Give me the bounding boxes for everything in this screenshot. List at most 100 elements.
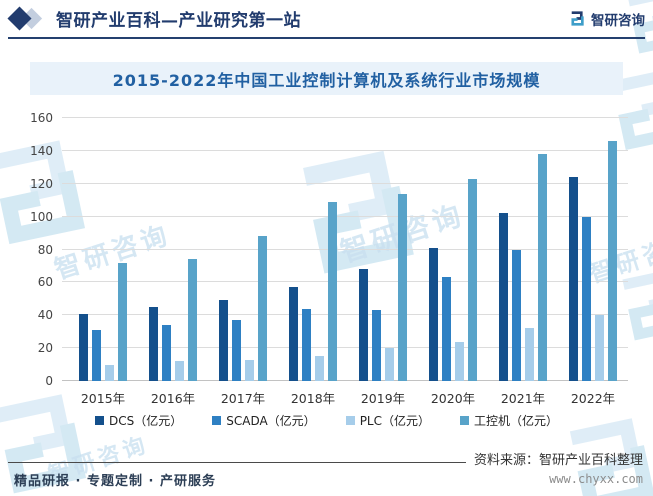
chart-title: 2015-2022年中国工业控制计算机及系统行业市场规模 xyxy=(30,62,623,95)
bar-group-2020年: 2020年 xyxy=(418,118,488,406)
x-axis-label-2015年: 2015年 xyxy=(80,391,126,406)
bar-PLC（亿元）-2021年 xyxy=(525,328,534,381)
bar-SCADA（亿元）-2017年 xyxy=(232,320,241,381)
legend-label: PLC（亿元） xyxy=(359,414,430,428)
chart-legend: DCS（亿元） SCADA（亿元） PLC（亿元） 工控机（亿元） xyxy=(0,412,653,429)
legend-item-PLC（亿元）: PLC（亿元） xyxy=(345,412,430,429)
x-axis-label-2017年: 2017年 xyxy=(220,391,266,406)
legend-label: 工控机（亿元） xyxy=(474,414,559,428)
bars xyxy=(499,118,547,381)
bars xyxy=(569,118,617,381)
bar-工控机（亿元）-2022年 xyxy=(608,141,617,381)
bar-工控机（亿元）-2020年 xyxy=(468,178,477,381)
bar-group-2021年: 2021年 xyxy=(488,118,558,406)
gridline-y-40 xyxy=(62,314,628,316)
bars xyxy=(289,118,337,381)
bar-工控机（亿元）-2019年 xyxy=(398,193,407,381)
bar-DCS（亿元）-2015年 xyxy=(79,313,88,381)
bar-SCADA（亿元）-2018年 xyxy=(302,308,311,381)
bar-SCADA（亿元）-2020年 xyxy=(442,277,451,381)
bar-SCADA（亿元）-2016年 xyxy=(162,325,171,381)
bar-SCADA（亿元）-2015年 xyxy=(92,330,101,381)
bar-PLC（亿元）-2017年 xyxy=(245,359,254,381)
x-axis-label-2016年: 2016年 xyxy=(150,391,196,406)
legend-label: DCS（亿元） xyxy=(108,414,183,428)
gridline-y-160 xyxy=(62,117,628,118)
legend-label: SCADA（亿元） xyxy=(226,414,316,428)
bar-工控机（亿元）-2017年 xyxy=(258,236,267,381)
y-axis-tick-120: 120 xyxy=(30,176,53,191)
bar-group-2022年: 2022年 xyxy=(558,118,628,406)
header-title: 智研产业百科—产业研究第一站 xyxy=(56,11,301,31)
y-axis-tick-80: 80 xyxy=(37,242,53,257)
y-axis-tick-20: 20 xyxy=(37,341,53,356)
bar-工控机（亿元）-2015年 xyxy=(118,262,127,381)
y-axis-tick-40: 40 xyxy=(37,308,53,323)
bar-DCS（亿元）-2017年 xyxy=(219,300,228,381)
legend-marker-icon xyxy=(345,416,355,425)
legend-item-SCADA（亿元）: SCADA（亿元） xyxy=(212,412,316,429)
y-axis-tick-140: 140 xyxy=(30,143,53,158)
brand-left: 智研产业百科—产业研究第一站 xyxy=(7,5,301,32)
bar-PLC（亿元）-2018年 xyxy=(315,356,324,381)
x-axis-label-2020年: 2020年 xyxy=(430,391,476,406)
footer-divider xyxy=(8,462,466,463)
data-source: 资料来源：智研产业百科整理 xyxy=(473,453,643,468)
gridline-y-60 xyxy=(62,281,628,283)
bars xyxy=(79,118,127,381)
bar-DCS（亿元）-2018年 xyxy=(289,287,298,381)
brand-logo-icon xyxy=(571,11,584,26)
legend-marker-icon xyxy=(212,416,222,425)
website-url: www.chyxx.com xyxy=(549,472,643,486)
bar-PLC（亿元）-2019年 xyxy=(385,348,394,381)
y-axis-tick-100: 100 xyxy=(30,209,53,224)
bar-DCS（亿元）-2022年 xyxy=(569,177,578,381)
bars xyxy=(219,118,267,381)
diamond-logo-icon xyxy=(7,5,46,32)
bar-group-2019年: 2019年 xyxy=(348,118,418,406)
gridline-y-140 xyxy=(62,149,628,151)
bar-group-2015年: 2015年 xyxy=(68,118,138,406)
footer-services: 精品研报 · 专题定制 · 产研服务 xyxy=(14,474,216,489)
bar-PLC（亿元）-2022年 xyxy=(595,315,604,381)
gridline-y-20 xyxy=(62,347,628,349)
gridline-y-0 xyxy=(62,380,628,381)
bar-DCS（亿元）-2019年 xyxy=(359,269,368,381)
bar-group-2016年: 2016年 xyxy=(138,118,208,406)
bar-group-2017年: 2017年 xyxy=(208,118,278,406)
bar-SCADA（亿元）-2019年 xyxy=(372,310,381,381)
x-axis-label-2022年: 2022年 xyxy=(570,391,616,406)
y-axis-tick-160: 160 xyxy=(30,111,53,125)
bar-工控机（亿元）-2016年 xyxy=(188,259,197,381)
bar-PLC（亿元）-2016年 xyxy=(175,361,184,381)
bars xyxy=(359,118,407,381)
bar-DCS（亿元）-2021年 xyxy=(499,213,508,381)
footer-source-block: 资料来源：智研产业百科整理 www.chyxx.com xyxy=(474,449,643,486)
brand-right: 智研咨询 xyxy=(568,9,645,29)
x-axis-label-2021年: 2021年 xyxy=(500,391,546,406)
bars xyxy=(149,118,197,381)
bar-SCADA（亿元）-2021年 xyxy=(512,249,521,381)
header: 智研产业百科—产业研究第一站 智研咨询 xyxy=(7,0,645,39)
legend-marker-icon xyxy=(460,416,469,425)
bar-group-2018年: 2018年 xyxy=(278,118,348,406)
bar-工控机（亿元）-2021年 xyxy=(538,154,547,381)
bars xyxy=(429,118,477,381)
y-axis-tick-0: 0 xyxy=(45,374,53,388)
bar-DCS（亿元）-2020年 xyxy=(429,247,438,381)
bar-SCADA（亿元）-2022年 xyxy=(582,216,591,381)
bar-工控机（亿元）-2018年 xyxy=(328,201,337,381)
bar-groups: 2015年 2016年 2017年 2018年 2019年 2020年 2021年 2022年 xyxy=(62,118,628,406)
bar-PLC（亿元）-2020年 xyxy=(455,341,464,381)
x-axis-label-2018年: 2018年 xyxy=(290,391,336,406)
legend-item-DCS（亿元）: DCS（亿元） xyxy=(94,412,183,429)
legend-marker-icon xyxy=(94,416,104,425)
legend-item-工控机（亿元）: 工控机（亿元） xyxy=(460,412,558,429)
x-axis-label-2019年: 2019年 xyxy=(360,391,406,406)
bar-DCS（亿元）-2016年 xyxy=(149,307,158,381)
bar-chart-plot-area: 0 20 40 60 80 100 120 140 160 2015年 2016年 2017年 2018… xyxy=(30,112,628,406)
brand-name: 智研咨询 xyxy=(591,12,645,29)
bar-PLC（亿元）-2015年 xyxy=(105,364,114,381)
y-axis-tick-60: 60 xyxy=(37,275,53,290)
